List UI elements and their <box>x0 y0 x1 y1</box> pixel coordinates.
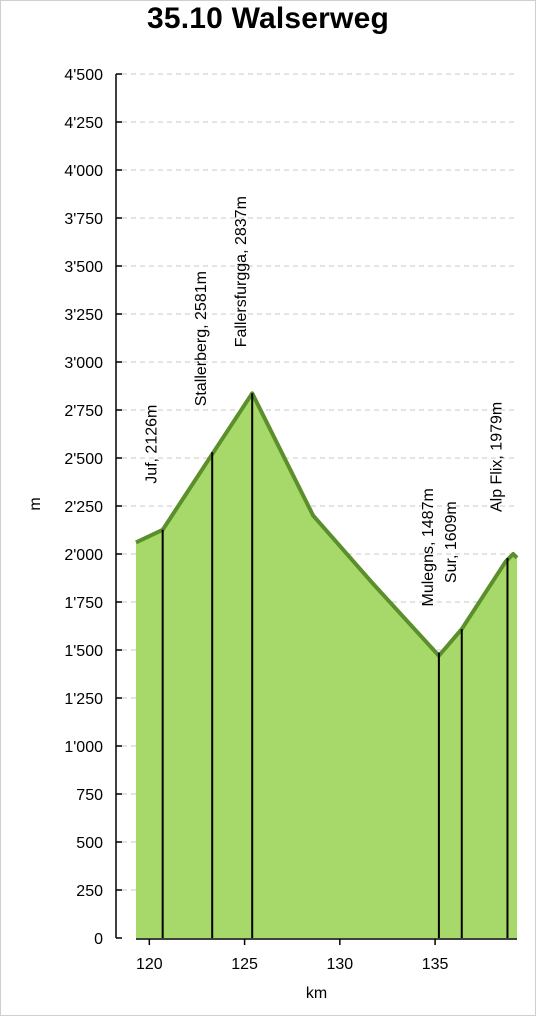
y-tick-label: 1'500 <box>64 643 103 660</box>
y-tick-label: 750 <box>76 787 103 804</box>
x-axis-label: km <box>306 985 327 1002</box>
y-tick-label: 1'250 <box>64 691 103 708</box>
y-tick-label: 3'000 <box>64 355 103 372</box>
waypoint-label: Mulegns, 1487m <box>420 488 437 606</box>
waypoint-label: Stallerberg, 2581m <box>193 271 210 406</box>
elevation-area <box>136 393 517 938</box>
waypoint-label: Sur, 1609m <box>443 501 460 583</box>
chart-title: 35.10 Walserweg <box>146 2 390 35</box>
x-tick-label: 125 <box>231 956 258 973</box>
y-tick-label: 4'000 <box>64 163 103 180</box>
y-axis-label: m <box>27 497 44 510</box>
y-tick-label: 1'000 <box>64 739 103 756</box>
y-tick-label: 250 <box>76 883 103 900</box>
x-tick-label: 130 <box>326 956 353 973</box>
y-tick-label: 3'500 <box>64 259 103 276</box>
waypoint-label: Alp Flix, 1979m <box>488 402 505 512</box>
y-tick-label: 2'750 <box>64 403 103 420</box>
y-tick-label: 4'500 <box>64 67 103 84</box>
area-layer <box>135 391 519 938</box>
waypoint-labels: Juf, 2126m Stallerberg, 2581m Fallersfurgg… <box>144 196 506 606</box>
y-ticks: 0 250 500 750 1'000 1'250 1'500 1'750 2'000 2'250… <box>64 67 122 948</box>
x-tick-label: 135 <box>422 956 449 973</box>
waypoint-lines <box>161 393 509 938</box>
y-tick-label: 500 <box>76 835 103 852</box>
y-tick-label: 1'750 <box>64 595 103 612</box>
y-tick-label: 3'250 <box>64 307 103 324</box>
y-tick-label: 2'000 <box>64 547 103 564</box>
waypoint-label: Fallersfurgga, 2837m <box>233 196 250 347</box>
waypoint-label: Juf, 2126m <box>144 405 161 484</box>
y-tick-label: 2'500 <box>64 451 103 468</box>
y-tick-label: 2'250 <box>64 499 103 516</box>
x-tick-label: 120 <box>136 956 163 973</box>
y-tick-label: 0 <box>94 931 103 948</box>
x-ticks: 120 125 130 135 <box>136 939 449 973</box>
y-tick-label: 4'250 <box>64 115 103 132</box>
y-tick-label: 3'750 <box>64 211 103 228</box>
